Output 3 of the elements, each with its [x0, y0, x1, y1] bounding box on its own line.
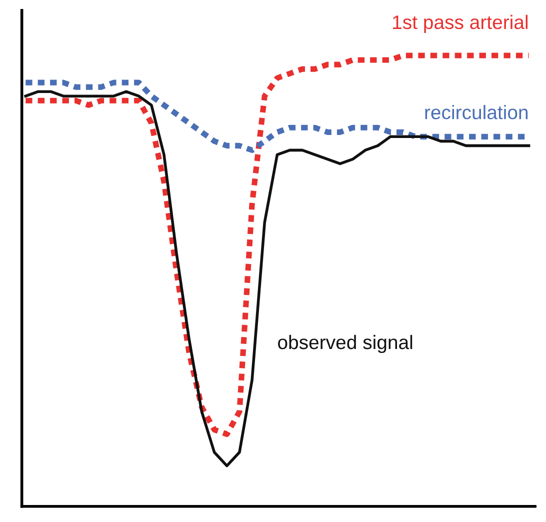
series-label: 1st pass arterial — [393, 14, 528, 33]
series-label: observed signal — [278, 334, 412, 354]
series-label: recirculation — [425, 105, 528, 120]
